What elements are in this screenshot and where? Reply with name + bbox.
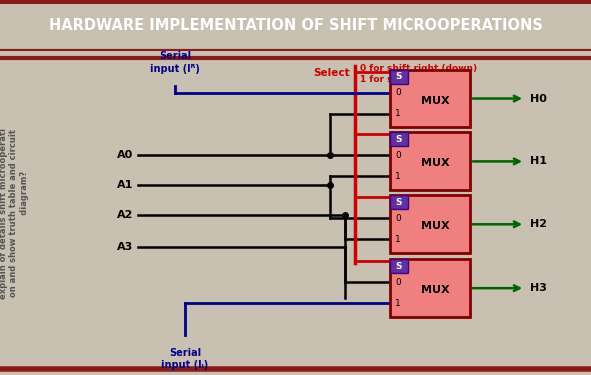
Text: H2: H2 <box>530 219 547 229</box>
Text: 1: 1 <box>395 298 401 307</box>
Bar <box>390 70 408 84</box>
Bar <box>390 132 408 147</box>
Text: S: S <box>396 72 402 81</box>
Text: Serial
input (Iₗ): Serial input (Iₗ) <box>161 348 209 370</box>
Text: MUX: MUX <box>421 221 449 231</box>
Text: 0: 0 <box>395 278 401 286</box>
Bar <box>390 259 470 317</box>
Text: 0 for shift right (down)
1 for shift left (up): 0 for shift right (down) 1 for shift lef… <box>360 64 477 84</box>
Text: A3: A3 <box>117 242 133 252</box>
Text: MUX: MUX <box>421 158 449 168</box>
Text: MUX: MUX <box>421 285 449 295</box>
Text: S: S <box>396 198 402 207</box>
Text: Serial
input (Iᴿ): Serial input (Iᴿ) <box>150 51 200 74</box>
Text: H1: H1 <box>530 156 547 166</box>
Bar <box>390 70 470 128</box>
Text: H3: H3 <box>530 283 547 293</box>
Bar <box>390 259 408 273</box>
Text: HARDWARE IMPLEMENTATION OF SHIFT MICROOPERATIONS: HARDWARE IMPLEMENTATION OF SHIFT MICROOP… <box>48 18 543 33</box>
Text: S: S <box>396 135 402 144</box>
Text: A2: A2 <box>116 210 133 220</box>
Bar <box>390 195 470 253</box>
Text: S: S <box>396 262 402 271</box>
Text: A1: A1 <box>116 180 133 190</box>
Text: 0: 0 <box>395 214 401 223</box>
Text: H0: H0 <box>530 93 547 104</box>
Text: 1: 1 <box>395 172 401 181</box>
Bar <box>390 195 408 209</box>
Text: 0: 0 <box>395 88 401 97</box>
Text: explain of details shift microoperati
on and show truth table and circuit
      : explain of details shift microoperati on… <box>0 128 29 299</box>
Text: 1: 1 <box>395 109 401 118</box>
Bar <box>390 132 470 190</box>
Text: MUX: MUX <box>421 96 449 105</box>
Text: Select: Select <box>313 68 350 78</box>
Text: 1: 1 <box>395 235 401 244</box>
Text: 0: 0 <box>395 151 401 160</box>
Text: A0: A0 <box>117 150 133 160</box>
